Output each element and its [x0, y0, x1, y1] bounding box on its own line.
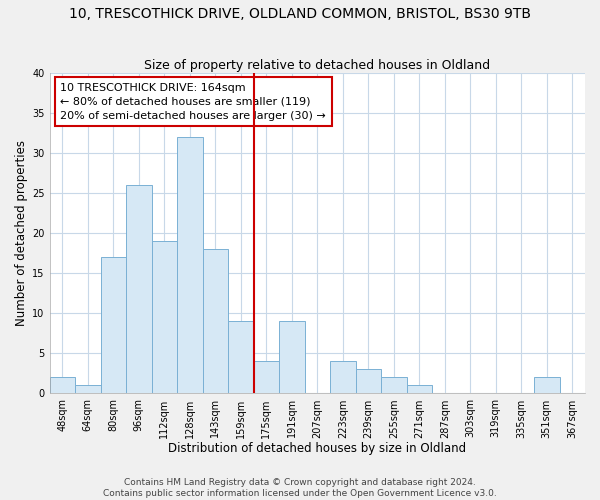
Bar: [330, 362, 356, 394]
Bar: [381, 378, 407, 394]
Bar: [101, 258, 126, 394]
Text: Contains HM Land Registry data © Crown copyright and database right 2024.
Contai: Contains HM Land Registry data © Crown c…: [103, 478, 497, 498]
Text: 10, TRESCOTHICK DRIVE, OLDLAND COMMON, BRISTOL, BS30 9TB: 10, TRESCOTHICK DRIVE, OLDLAND COMMON, B…: [69, 8, 531, 22]
Bar: [254, 362, 279, 394]
Bar: [126, 186, 152, 394]
X-axis label: Distribution of detached houses by size in Oldland: Distribution of detached houses by size …: [168, 442, 466, 455]
Bar: [152, 242, 177, 394]
Title: Size of property relative to detached houses in Oldland: Size of property relative to detached ho…: [144, 59, 490, 72]
Bar: [177, 137, 203, 394]
Bar: [203, 250, 228, 394]
Bar: [279, 322, 305, 394]
Bar: [75, 386, 101, 394]
Bar: [228, 322, 254, 394]
Bar: [50, 378, 75, 394]
Y-axis label: Number of detached properties: Number of detached properties: [15, 140, 28, 326]
Bar: [356, 370, 381, 394]
Bar: [407, 386, 432, 394]
Text: 10 TRESCOTHICK DRIVE: 164sqm
← 80% of detached houses are smaller (119)
20% of s: 10 TRESCOTHICK DRIVE: 164sqm ← 80% of de…: [60, 83, 326, 121]
Bar: [534, 378, 560, 394]
